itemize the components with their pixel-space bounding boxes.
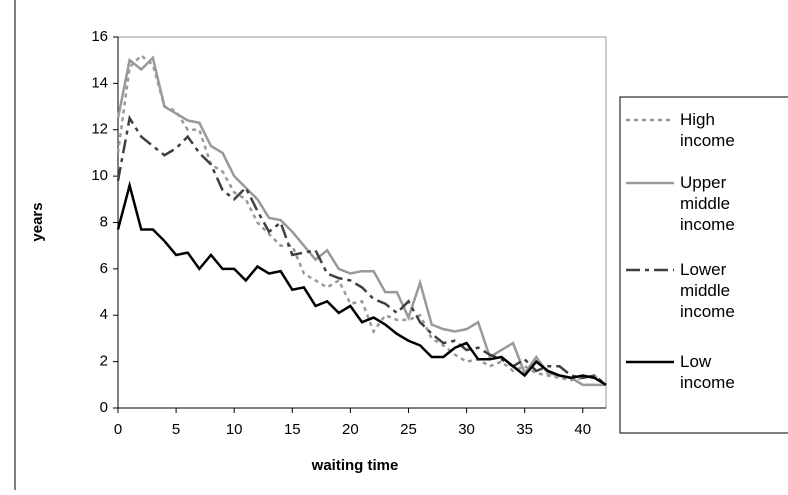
series-line bbox=[116, 53, 607, 386]
x-tick-label: 30 bbox=[458, 421, 475, 438]
legend-label: Low income bbox=[680, 352, 735, 392]
series-line bbox=[116, 180, 607, 386]
y-tick-label: 2 bbox=[100, 353, 108, 370]
x-tick-label: 25 bbox=[400, 421, 417, 438]
x-tick-label: 35 bbox=[516, 421, 533, 438]
x-axis-label: waiting time bbox=[311, 457, 399, 474]
y-tick-label: 16 bbox=[91, 28, 108, 45]
y-tick-label: 8 bbox=[100, 213, 108, 230]
y-tick-label: 0 bbox=[100, 399, 108, 416]
y-axis-label: years bbox=[29, 202, 46, 241]
x-tick-label: 5 bbox=[172, 421, 180, 438]
series-line bbox=[116, 55, 606, 387]
legend-label: High income bbox=[680, 110, 735, 150]
x-tick-label: 0 bbox=[114, 421, 122, 438]
x-tick-label: 10 bbox=[226, 421, 243, 438]
series-line bbox=[116, 114, 607, 386]
y-tick-label: 12 bbox=[91, 121, 108, 138]
y-tick-label: 14 bbox=[91, 74, 108, 91]
x-tick-label: 15 bbox=[284, 421, 301, 438]
legend-label: Lower middle income bbox=[680, 260, 735, 321]
plot-area bbox=[117, 36, 607, 409]
legend-label: Upper middle income bbox=[680, 173, 735, 234]
y-tick-label: 10 bbox=[91, 167, 108, 184]
x-tick-label: 20 bbox=[342, 421, 359, 438]
y-tick-label: 4 bbox=[100, 306, 108, 323]
x-tick-label: 40 bbox=[574, 421, 591, 438]
y-tick-label: 6 bbox=[100, 260, 108, 277]
legend-box bbox=[619, 96, 788, 434]
